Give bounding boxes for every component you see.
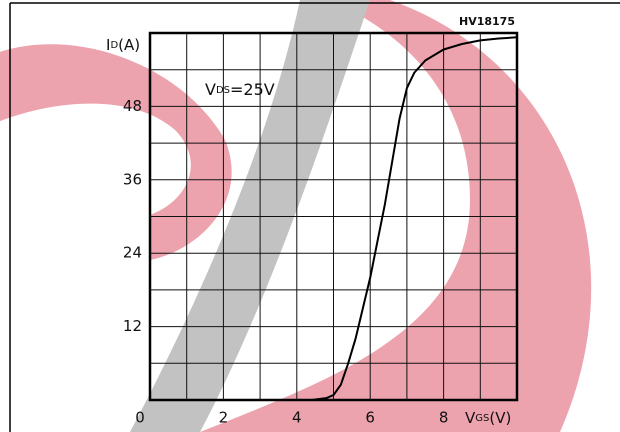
label-part: V [465,409,476,427]
y-tick-label: 48 [123,97,142,115]
x-tick-label: 4 [292,409,302,427]
x-tick-label: 2 [219,409,229,427]
y-tick-label: 36 [123,170,142,188]
x-tick-label: 8 [439,409,449,427]
watermark-shape [0,44,232,260]
y-tick-label: 24 [123,244,142,262]
data-line [311,36,518,401]
label-part: V [205,80,216,99]
label-part: =25V [230,80,275,99]
x-axis-label: VGS(V) [465,409,511,427]
x-tick-label: 0 [135,409,145,427]
label-part: I [106,36,110,54]
label-part: (A) [118,36,140,54]
label-part: D [110,40,118,51]
figure-code: HV18175 [459,15,515,28]
annotation: VDS=25V [205,80,275,99]
x-tick-label: 6 [365,409,375,427]
y-axis-label: ID(A) [106,36,140,54]
label-part: GS [475,413,489,424]
label-part: (V) [489,409,511,427]
y-tick-label: 12 [123,317,142,335]
watermark-shape [200,0,592,432]
